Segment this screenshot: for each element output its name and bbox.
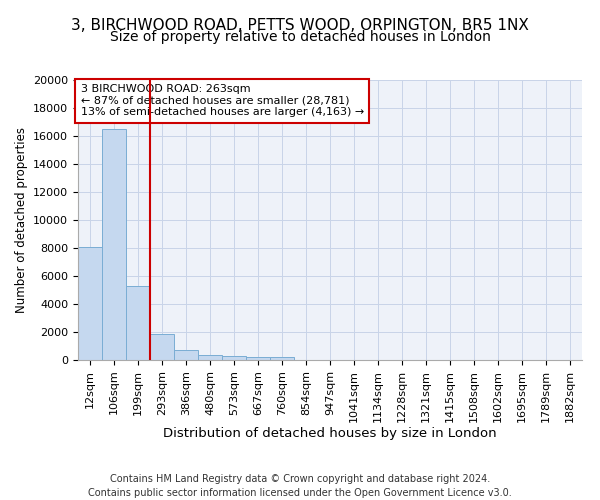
Text: Size of property relative to detached houses in London: Size of property relative to detached ho…	[110, 30, 490, 44]
Bar	[270, 358, 294, 360]
X-axis label: Distribution of detached houses by size in London: Distribution of detached houses by size …	[163, 428, 497, 440]
Bar	[102, 129, 126, 360]
Bar	[174, 350, 198, 360]
Bar	[126, 286, 150, 360]
Text: 3 BIRCHWOOD ROAD: 263sqm
← 87% of detached houses are smaller (28,781)
13% of se: 3 BIRCHWOOD ROAD: 263sqm ← 87% of detach…	[80, 84, 364, 117]
Y-axis label: Number of detached properties: Number of detached properties	[14, 127, 28, 313]
Bar	[150, 334, 174, 360]
Bar	[246, 357, 270, 360]
Text: Contains HM Land Registry data © Crown copyright and database right 2024.
Contai: Contains HM Land Registry data © Crown c…	[88, 474, 512, 498]
Bar	[198, 355, 222, 360]
Text: 3, BIRCHWOOD ROAD, PETTS WOOD, ORPINGTON, BR5 1NX: 3, BIRCHWOOD ROAD, PETTS WOOD, ORPINGTON…	[71, 18, 529, 32]
Bar	[78, 246, 102, 360]
Bar	[222, 356, 246, 360]
